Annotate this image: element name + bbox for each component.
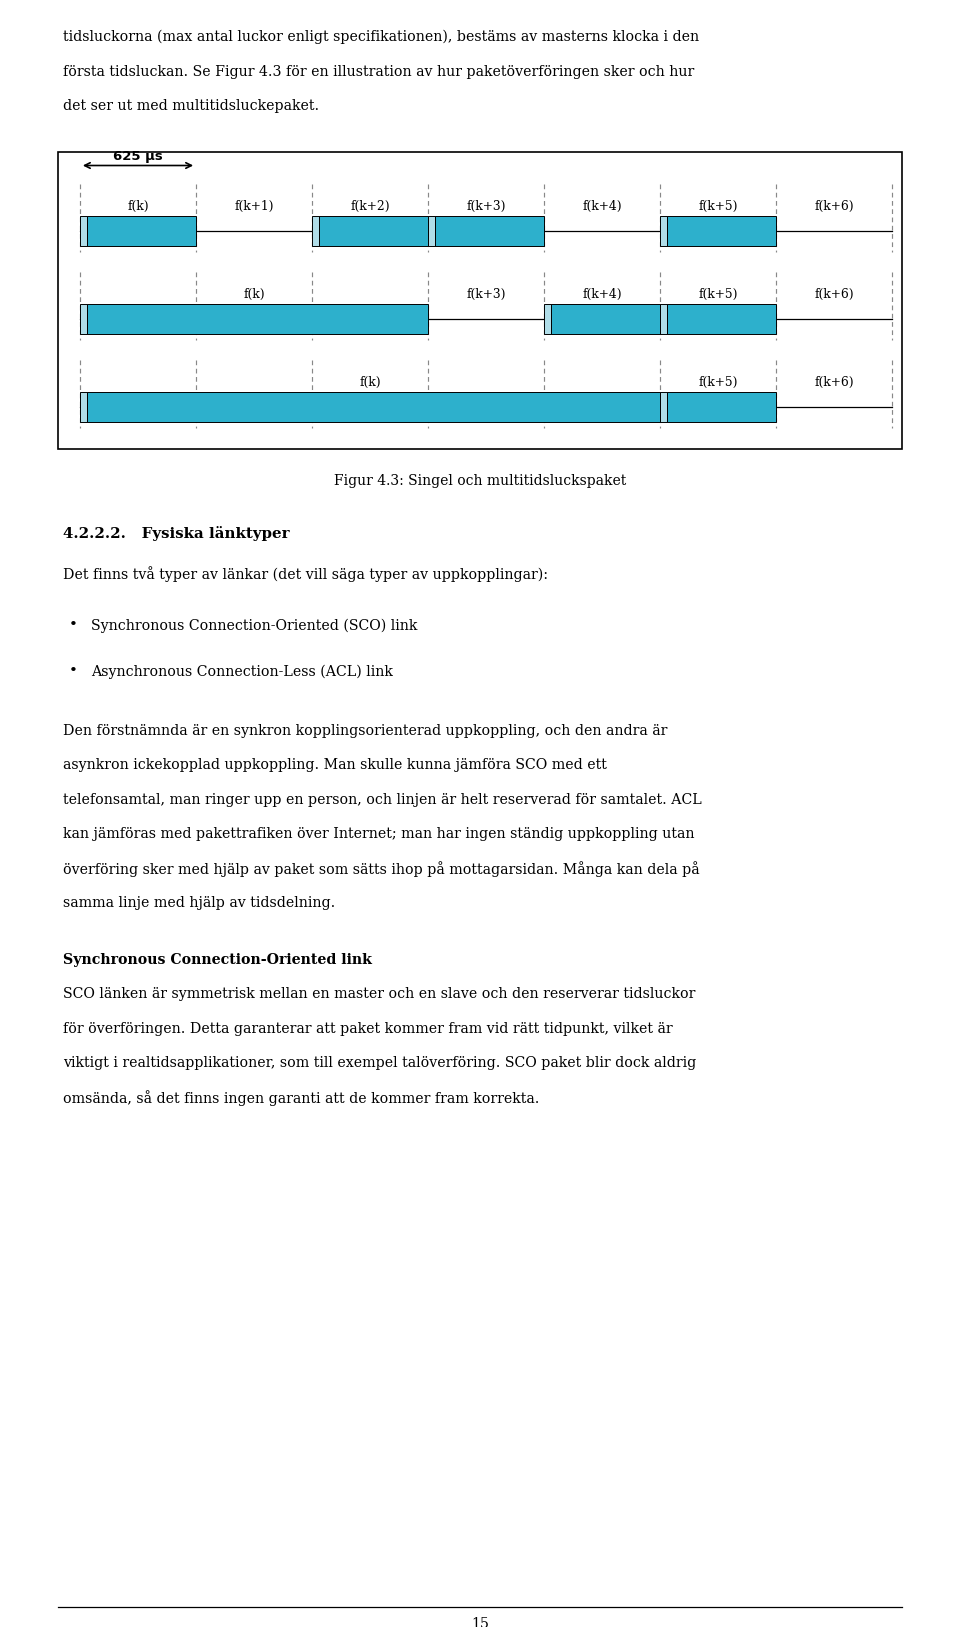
Text: f(k+5): f(k+5) bbox=[698, 376, 737, 389]
Text: f(k+1): f(k+1) bbox=[234, 200, 274, 213]
Text: telefonsamtal, man ringer upp en person, och linjen är helt reserverad för samta: telefonsamtal, man ringer upp en person,… bbox=[63, 792, 702, 807]
Bar bbox=[660, 215, 667, 246]
Text: f(k+4): f(k+4) bbox=[582, 288, 622, 301]
Text: f(k+5): f(k+5) bbox=[698, 200, 737, 213]
Bar bbox=[544, 304, 551, 334]
Bar bbox=[435, 215, 544, 246]
Text: Synchronous Connection-Oriented link: Synchronous Connection-Oriented link bbox=[63, 952, 372, 966]
Text: Synchronous Connection-Oriented (SCO) link: Synchronous Connection-Oriented (SCO) li… bbox=[91, 618, 418, 633]
Text: Den förstnämnda är en synkron kopplingsorienterad uppkoppling, och den andra är: Den förstnämnda är en synkron kopplingso… bbox=[63, 724, 667, 737]
Bar bbox=[428, 215, 435, 246]
Text: kan jämföras med pakettrafiken över Internet; man har ingen ständig uppkoppling : kan jämföras med pakettrafiken över Inte… bbox=[63, 827, 694, 841]
Bar bbox=[80, 392, 87, 421]
Text: f(k+4): f(k+4) bbox=[582, 200, 622, 213]
Bar bbox=[87, 215, 196, 246]
Bar bbox=[667, 304, 776, 334]
Bar bbox=[80, 215, 87, 246]
Bar bbox=[660, 304, 667, 334]
Text: 15: 15 bbox=[471, 1617, 489, 1627]
Text: •: • bbox=[69, 618, 78, 631]
Text: omsända, så det finns ingen garanti att de kommer fram korrekta.: omsända, så det finns ingen garanti att … bbox=[63, 1090, 540, 1106]
Text: viktigt i realtidsapplikationer, som till exempel talöverföring. SCO paket blir : viktigt i realtidsapplikationer, som til… bbox=[63, 1056, 696, 1071]
Bar bbox=[667, 392, 776, 421]
Text: f(k+6): f(k+6) bbox=[814, 200, 853, 213]
Bar bbox=[87, 392, 660, 421]
Bar bbox=[58, 151, 902, 449]
Text: •: • bbox=[69, 664, 78, 678]
Bar bbox=[312, 215, 319, 246]
Text: det ser ut med multitidsluckepaket.: det ser ut med multitidsluckepaket. bbox=[63, 99, 319, 112]
Text: Det finns två typer av länkar (det vill säga typer av uppkopplingar):: Det finns två typer av länkar (det vill … bbox=[63, 566, 548, 582]
Text: tidsluckorna (max antal luckor enligt specifikationen), bestäms av masterns kloc: tidsluckorna (max antal luckor enligt sp… bbox=[63, 29, 699, 44]
Text: f(k+5): f(k+5) bbox=[698, 288, 737, 301]
Text: f(k+2): f(k+2) bbox=[350, 200, 390, 213]
Text: första tidsluckan. Se Figur 4.3 för en illustration av hur paketöverföringen ske: första tidsluckan. Se Figur 4.3 för en i… bbox=[63, 65, 694, 78]
Text: f(k): f(k) bbox=[359, 376, 381, 389]
Bar bbox=[551, 304, 660, 334]
Text: f(k+3): f(k+3) bbox=[467, 288, 506, 301]
Text: SCO länken är symmetrisk mellan en master och en slave och den reserverar tidslu: SCO länken är symmetrisk mellan en maste… bbox=[63, 988, 695, 1001]
Text: 4.2.2.2.   Fysiska länktyper: 4.2.2.2. Fysiska länktyper bbox=[63, 526, 290, 540]
Bar bbox=[80, 304, 87, 334]
Text: 625 µs: 625 µs bbox=[113, 150, 163, 163]
Text: f(k+3): f(k+3) bbox=[467, 200, 506, 213]
Text: f(k): f(k) bbox=[127, 200, 149, 213]
Text: asynkron ickekopplad uppkoppling. Man skulle kunna jämföra SCO med ett: asynkron ickekopplad uppkoppling. Man sk… bbox=[63, 758, 607, 771]
Text: överföring sker med hjälp av paket som sätts ihop på mottagarsidan. Många kan de: överföring sker med hjälp av paket som s… bbox=[63, 862, 700, 877]
Text: f(k+6): f(k+6) bbox=[814, 376, 853, 389]
Bar bbox=[87, 304, 428, 334]
Text: f(k+6): f(k+6) bbox=[814, 288, 853, 301]
Text: f(k): f(k) bbox=[243, 288, 265, 301]
Bar bbox=[319, 215, 428, 246]
Text: Asynchronous Connection-Less (ACL) link: Asynchronous Connection-Less (ACL) link bbox=[91, 665, 393, 680]
Text: för överföringen. Detta garanterar att paket kommer fram vid rätt tidpunkt, vilk: för överföringen. Detta garanterar att p… bbox=[63, 1022, 673, 1035]
Text: Figur 4.3: Singel och multitidsluckspaket: Figur 4.3: Singel och multitidsluckspake… bbox=[334, 473, 626, 488]
Bar bbox=[667, 215, 776, 246]
Text: samma linje med hjälp av tidsdelning.: samma linje med hjälp av tidsdelning. bbox=[63, 896, 335, 909]
Bar bbox=[660, 392, 667, 421]
